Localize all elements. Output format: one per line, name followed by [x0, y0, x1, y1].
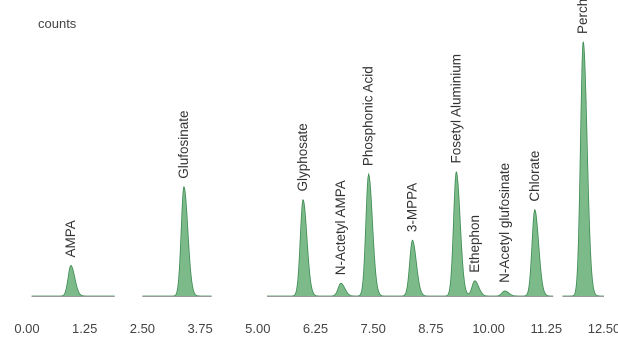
trace-area-1 — [31, 265, 115, 296]
peak-label-10: Chlorate — [527, 151, 542, 202]
peak-label-8: Ethephon — [467, 215, 482, 273]
trace-line-2 — [142, 186, 212, 297]
x-tick-label-4: 3.75 — [187, 321, 212, 336]
trace-area-3 — [267, 172, 554, 296]
chromatogram-traces — [31, 41, 604, 297]
peak-label-3: Glyphosate — [295, 123, 310, 191]
trace-area-2 — [142, 186, 212, 296]
trace-area-4 — [562, 42, 604, 296]
x-tick-label-6: 6.25 — [303, 321, 328, 336]
x-tick-label-2: 1.25 — [72, 321, 97, 336]
peak-labels: AMPA Glufosinate Glyphosate N-Actetyl AMPA P… — [63, 0, 590, 283]
peak-label-5: Phosphonic Acid — [361, 66, 376, 166]
peak-label-2: Glufosinate — [176, 111, 191, 179]
peak-label-6: 3-MPPA — [404, 183, 419, 232]
x-tick-label-11: 12.50 — [588, 321, 618, 336]
x-tick-label-7: 7.50 — [361, 321, 386, 336]
x-tick-label-3: 2.50 — [130, 321, 155, 336]
peak-label-7: Fosetyl Aluminium — [448, 54, 463, 164]
peak-label-1: AMPA — [63, 220, 78, 257]
x-tick-label-10: 11.25 — [531, 321, 563, 336]
x-tick-label-1: 0.00 — [14, 321, 39, 336]
peak-label-11: Perchlorate — [575, 0, 590, 34]
x-tick-label-8: 8.75 — [418, 321, 443, 336]
peak-label-4: N-Actetyl AMPA — [333, 180, 348, 275]
x-tick-label-5: 5.00 — [245, 321, 270, 336]
y-axis-label: counts — [38, 16, 77, 31]
x-tick-label-9: 10.00 — [472, 321, 505, 336]
x-axis-ticks: 0.00 1.25 2.50 3.75 5.00 6.25 7.50 8.75 10.00 11.… — [14, 321, 618, 336]
peak-label-9: N-Acetyl glufosinate — [497, 163, 512, 283]
trace-line-3 — [267, 171, 554, 297]
